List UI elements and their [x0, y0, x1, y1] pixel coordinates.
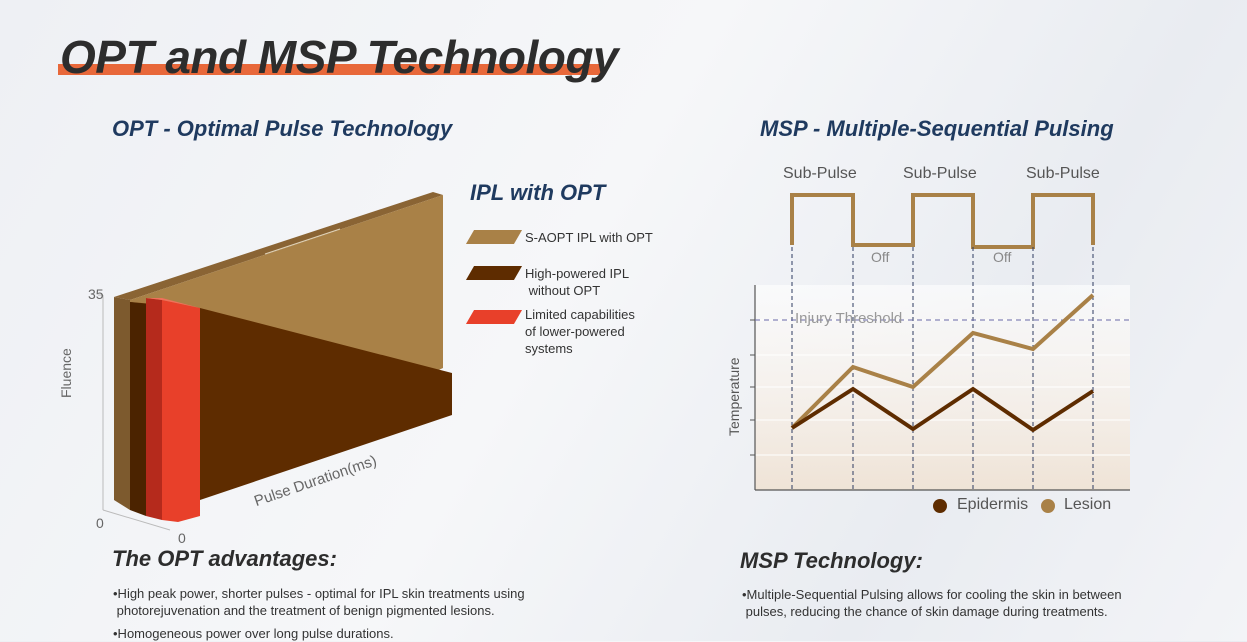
- opt-x-zero-label: 0: [178, 530, 186, 546]
- injury-threshold-label: Injury Threshold: [795, 310, 903, 327]
- opt-advantage-2: •Homogeneous power over long pulse durat…: [113, 626, 394, 641]
- off-label-1: Off: [871, 249, 890, 265]
- opt-advantage-1: •High peak power, shorter pulses - optim…: [113, 586, 525, 618]
- epidermis-legend-label: Epidermis: [957, 496, 1029, 513]
- msp-tech-text: •Multiple-Sequential Pulsing allows for …: [742, 587, 1122, 619]
- msp-tech-title: MSP Technology:: [740, 548, 923, 573]
- highpower-front: [130, 302, 146, 516]
- legend-swatch-aopt: [465, 230, 523, 244]
- aopt-slab-seam: [264, 228, 341, 255]
- page-title: OPT and MSP Technology: [60, 31, 619, 83]
- legend-swatch-highpower: [465, 266, 523, 280]
- lowpower-block-front: [162, 300, 200, 522]
- msp-y-axis-label: Temperature: [726, 357, 742, 436]
- legend-swatch-lowpower: [465, 310, 523, 324]
- legend-label-highpower: High-powered IPL without OPT: [525, 266, 630, 298]
- opt-heading: OPT - Optimal Pulse Technology: [112, 116, 453, 141]
- opt-x-axis: [102, 509, 171, 531]
- aopt-slab-top: [114, 192, 443, 300]
- pulse-waveform: [790, 193, 1095, 249]
- sub-pulse-label-2: Sub-Pulse: [903, 165, 977, 182]
- lesion-legend-dot: [1041, 499, 1055, 513]
- highpower-wedge: [130, 302, 452, 510]
- legend-label-aopt: S-AOPT IPL with OPT: [525, 230, 653, 245]
- opt-advantages-title: The OPT advantages:: [112, 546, 337, 571]
- title-underline: [58, 64, 604, 75]
- sub-pulse-label-1: Sub-Pulse: [783, 165, 857, 182]
- epidermis-legend-dot: [933, 499, 947, 513]
- lesion-curve: [790, 293, 1095, 430]
- msp-chart: [750, 193, 1130, 491]
- opt-legend-title: IPL with OPT: [470, 180, 606, 205]
- msp-heading: MSP - Multiple-Sequential Pulsing: [760, 116, 1114, 141]
- opt-chart: [98, 192, 452, 531]
- epidermis-curve: [790, 386, 1095, 433]
- opt-y-axis-label: Fluence: [58, 348, 74, 398]
- off-label-2: Off: [993, 249, 1012, 265]
- sub-pulse-label-3: Sub-Pulse: [1026, 165, 1100, 182]
- lesion-legend-label: Lesion: [1064, 496, 1112, 513]
- aopt-slab-front: [114, 297, 130, 510]
- legend-label-lowpower: Limited capabilities of lower-powered sy…: [525, 307, 635, 356]
- lowpower-block-side: [146, 298, 162, 520]
- opt-y-max-label: 35: [88, 286, 104, 302]
- opt-y-zero-label: 0: [96, 515, 104, 531]
